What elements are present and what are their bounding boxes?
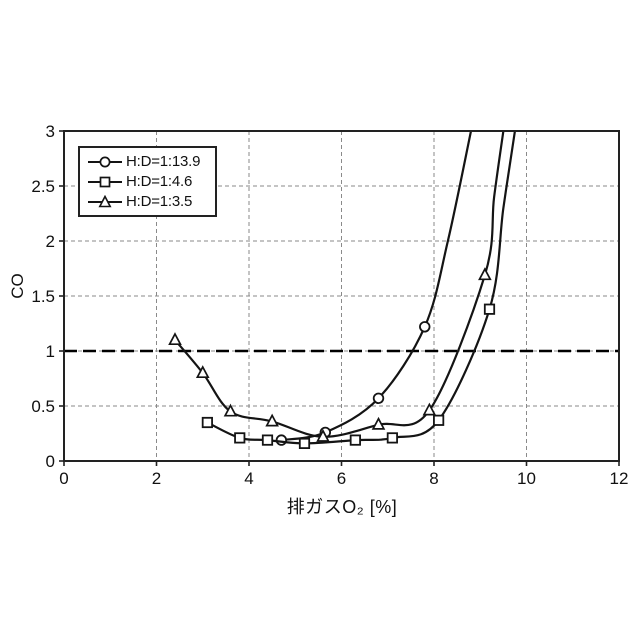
series-square — [201, 131, 517, 450]
data-point-square — [433, 414, 445, 426]
y-tick-label: 0 — [46, 452, 55, 471]
data-point-square — [349, 434, 361, 446]
series-line-square — [206, 131, 517, 445]
triangle-marker-icon — [88, 194, 122, 207]
data-point-triangle — [422, 402, 437, 416]
data-point-circle — [419, 321, 431, 333]
data-point-circle — [275, 434, 288, 446]
legend-label: H:D=1:3.5 — [126, 193, 193, 210]
x-tick-label: 8 — [429, 469, 438, 488]
legend-entry-hd-3-5: H:D=1:3.5 — [87, 193, 211, 210]
legend-entry-hd-13-9: H:D=1:13.9 — [87, 153, 211, 170]
y-tick-label: 1.5 — [31, 287, 55, 306]
x-tick-label: 0 — [59, 469, 68, 488]
data-point-square — [386, 432, 398, 444]
y-axis-title: CO — [8, 273, 27, 299]
legend-label: H:D=1:13.9 — [126, 153, 201, 170]
data-point-triangle — [478, 267, 492, 281]
data-point-square — [201, 416, 213, 429]
y-tick-label: 2.5 — [31, 177, 55, 196]
x-tick-label: 2 — [152, 469, 161, 488]
x-tick-label: 4 — [244, 469, 253, 488]
square-marker-icon — [88, 176, 122, 187]
x-axis-title: 排ガスO₂ [%] — [286, 497, 398, 517]
data-point-square — [298, 437, 311, 450]
data-point-triangle — [195, 365, 210, 379]
y-tick-label: 0.5 — [31, 397, 55, 416]
data-point-square — [483, 303, 496, 315]
data-point-square — [234, 432, 246, 444]
circle-marker-icon — [88, 156, 122, 167]
data-point-square — [261, 434, 274, 446]
x-tick-label: 12 — [610, 469, 629, 488]
data-point-triangle — [223, 403, 238, 417]
y-tick-label: 1 — [46, 342, 55, 361]
series-triangle — [168, 131, 505, 442]
data-point-triangle — [168, 332, 182, 346]
data-point-triangle — [265, 413, 279, 427]
series-line-triangle — [174, 131, 505, 438]
data-point-triangle — [316, 428, 330, 442]
y-tick-label: 3 — [46, 122, 55, 141]
series-circle — [275, 131, 473, 446]
legend-label: H:D=1:4.6 — [126, 173, 193, 190]
data-point-circle — [372, 392, 385, 405]
y-tick-label: 2 — [46, 232, 55, 251]
x-tick-label: 6 — [337, 469, 346, 488]
legend-entry-hd-4-6: H:D=1:4.6 — [87, 173, 211, 190]
legend-box: H:D=1:13.9 H:D=1:4.6 H:D=1:3.5 — [78, 146, 217, 217]
axis-ticks: 0 2 4 6 8 10 12 0 0.5 1 1.5 2 2.5 3 — [31, 122, 628, 488]
data-point-triangle — [371, 416, 386, 430]
x-tick-label: 10 — [517, 469, 536, 488]
